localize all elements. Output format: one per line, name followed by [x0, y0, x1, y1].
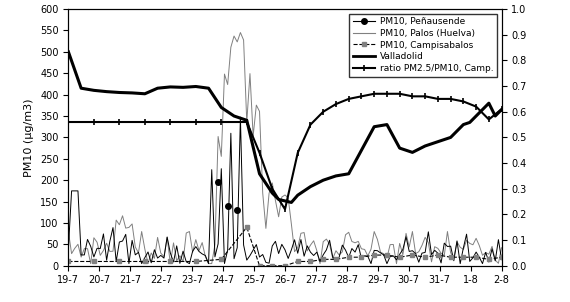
Y-axis label: PM10 (μg/m3): PM10 (μg/m3) [25, 98, 35, 177]
Legend: PM10, Peñausende, PM10, Palos (Huelva), PM10, Campisabalos, Valladolid, ratio PM: PM10, Peñausende, PM10, Palos (Huelva), … [349, 14, 497, 77]
